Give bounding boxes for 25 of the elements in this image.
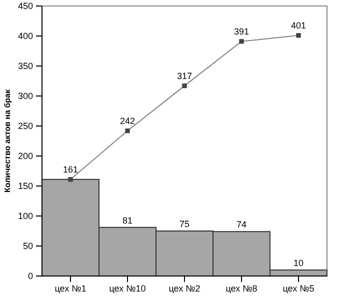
y-tick-label: 100 [18, 210, 33, 221]
data-label: 242 [120, 116, 136, 126]
x-tick-label: цех №2 [168, 283, 200, 294]
data-label: 401 [290, 20, 306, 30]
y-tick-label: 250 [18, 120, 33, 131]
y-tick-label: 50 [22, 240, 33, 251]
data-label: 391 [234, 26, 250, 36]
data-label: 75 [179, 219, 190, 229]
data-label: 10 [293, 258, 304, 268]
y-tick-label: 350 [18, 60, 33, 71]
data-label: 161 [62, 164, 78, 174]
y-axis-title: Количество актов на брак [3, 88, 12, 192]
y-tick-label: 150 [18, 180, 33, 191]
y-tick-label: 0 [28, 270, 33, 281]
x-tick-label: цех №10 [109, 283, 146, 294]
y-tick-label: 450 [18, 0, 33, 11]
y-tick-label: 400 [18, 30, 33, 41]
data-label: 74 [236, 220, 247, 230]
x-tick-label: цех №1 [54, 283, 86, 294]
x-tick-label: цех №8 [226, 283, 258, 294]
x-tick-label: цех №5 [282, 283, 314, 294]
data-label: 81 [122, 215, 133, 226]
data-label: 317 [176, 70, 192, 81]
y-tick-label: 200 [18, 150, 33, 161]
y-tick-label: 300 [18, 90, 33, 101]
